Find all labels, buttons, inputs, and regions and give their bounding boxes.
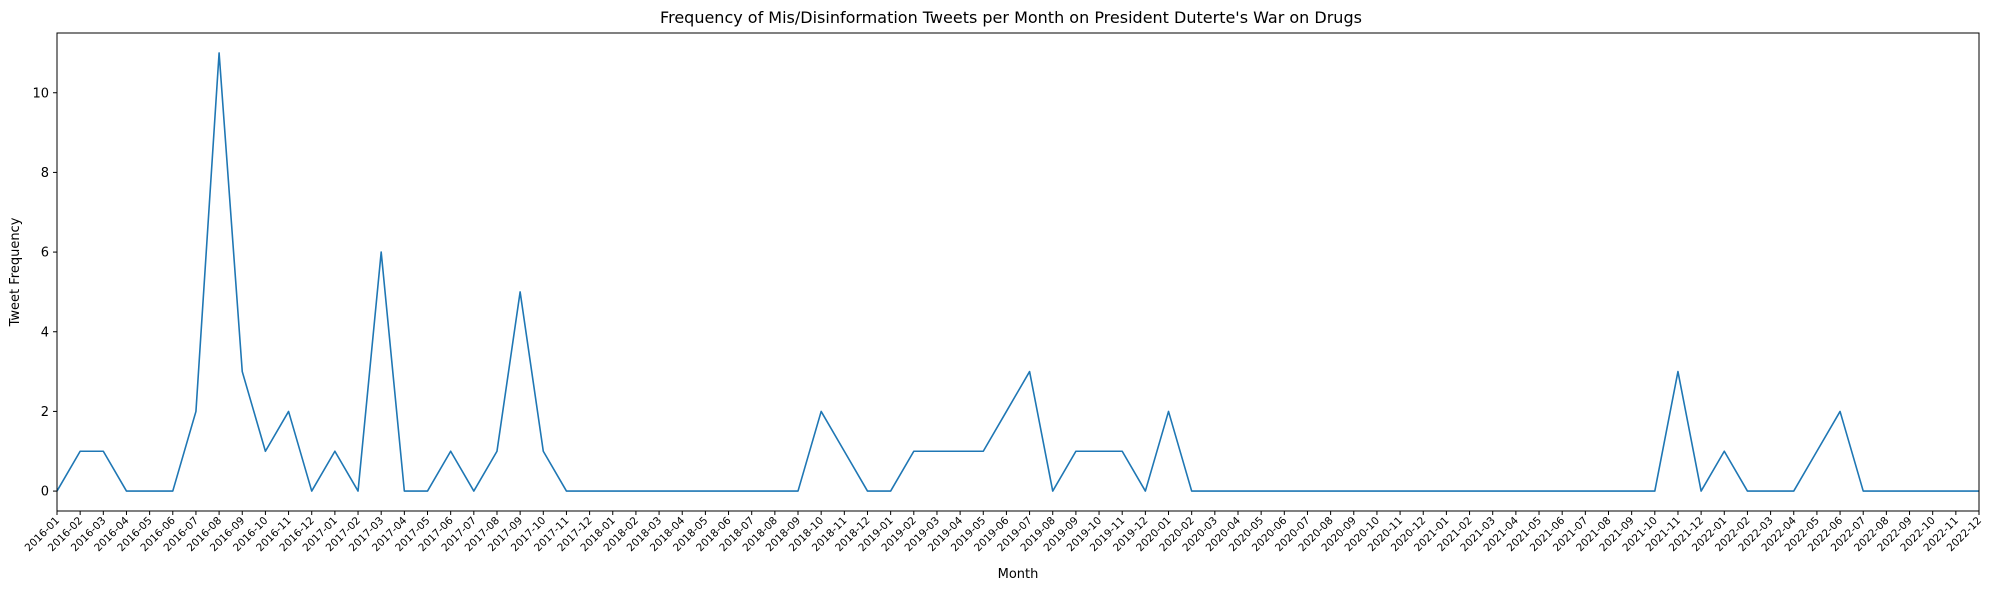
series-layer: [56, 52, 1979, 492]
data-point: [357, 490, 359, 492]
data-point: [542, 450, 544, 452]
data-point: [473, 490, 475, 492]
data-point: [1399, 490, 1401, 492]
data-point: [1700, 490, 1702, 492]
data-point: [1654, 490, 1656, 492]
data-point: [1839, 410, 1841, 412]
data-point: [866, 490, 868, 492]
y-tick-label: 6: [41, 246, 49, 261]
data-point: [959, 450, 961, 452]
data-point: [1144, 490, 1146, 492]
data-point: [1955, 490, 1957, 492]
data-point: [728, 490, 730, 492]
data-point: [1353, 490, 1355, 492]
data-point: [1237, 490, 1239, 492]
data-point: [264, 450, 266, 452]
data-point: [1075, 450, 1077, 452]
data-point: [681, 490, 683, 492]
data-point: [1168, 410, 1170, 412]
data-point: [704, 490, 706, 492]
data-point: [1607, 490, 1609, 492]
data-point: [1723, 450, 1725, 452]
y-tick-label: 0: [41, 485, 49, 500]
data-point: [1770, 490, 1772, 492]
data-point: [1283, 490, 1285, 492]
data-point: [1492, 490, 1494, 492]
series-line: [56, 52, 1979, 492]
data-point: [334, 450, 336, 452]
data-point: [1816, 450, 1818, 452]
y-tick-label: 8: [41, 166, 49, 181]
chart-title: Frequency of Mis/Disinformation Tweets p…: [660, 8, 1362, 27]
data-point: [820, 410, 822, 412]
data-point: [797, 490, 799, 492]
data-point: [612, 490, 614, 492]
data-point: [1885, 490, 1887, 492]
data-point: [982, 450, 984, 452]
data-point: [1306, 490, 1308, 492]
data-point: [288, 410, 290, 412]
data-point: [1469, 490, 1471, 492]
y-tick-label: 2: [41, 405, 49, 420]
y-tick-label: 10: [32, 86, 49, 101]
plot-frame: [56, 32, 1980, 512]
data-point: [589, 490, 591, 492]
data-point: [496, 450, 498, 452]
data-point: [241, 371, 243, 373]
data-point: [311, 490, 313, 492]
data-point: [1746, 490, 1748, 492]
data-point: [774, 490, 776, 492]
data-point: [79, 450, 81, 452]
data-point: [1422, 490, 1424, 492]
data-point: [172, 490, 174, 492]
data-point: [1561, 490, 1563, 492]
data-point: [890, 490, 892, 492]
data-point: [403, 490, 405, 492]
data-point: [1862, 490, 1864, 492]
data-point: [1515, 490, 1517, 492]
data-point: [1005, 410, 1007, 412]
data-point: [635, 490, 637, 492]
data-point: [1538, 490, 1540, 492]
data-point: [1445, 490, 1447, 492]
data-point: [195, 410, 197, 412]
data-point: [218, 52, 220, 54]
data-point: [1677, 371, 1679, 373]
y-tick-label: 4: [41, 325, 49, 340]
data-point: [1191, 490, 1193, 492]
data-point: [1932, 490, 1934, 492]
data-point: [658, 490, 660, 492]
data-point: [1376, 490, 1378, 492]
data-point: [913, 450, 915, 452]
data-point: [102, 450, 104, 452]
data-point: [1260, 490, 1262, 492]
data-point: [380, 251, 382, 253]
data-point: [565, 490, 567, 492]
data-point: [843, 450, 845, 452]
y-axis-label: Tweet Frequency: [8, 217, 23, 327]
data-point: [936, 450, 938, 452]
data-point: [125, 490, 127, 492]
data-point: [1330, 490, 1332, 492]
data-point: [1214, 490, 1216, 492]
data-point: [1121, 450, 1123, 452]
data-point: [1909, 490, 1911, 492]
data-point: [1098, 450, 1100, 452]
data-point: [450, 450, 452, 452]
data-point: [519, 291, 521, 293]
data-point: [427, 490, 429, 492]
data-point: [751, 490, 753, 492]
data-point: [1793, 490, 1795, 492]
data-point: [1584, 490, 1586, 492]
data-point: [1029, 371, 1031, 373]
y-axis-ticks: 0 2 4 6 8 10: [32, 86, 57, 500]
x-axis-label: Month: [998, 567, 1039, 582]
data-point: [149, 490, 151, 492]
data-point: [1052, 490, 1054, 492]
data-point: [1631, 490, 1633, 492]
